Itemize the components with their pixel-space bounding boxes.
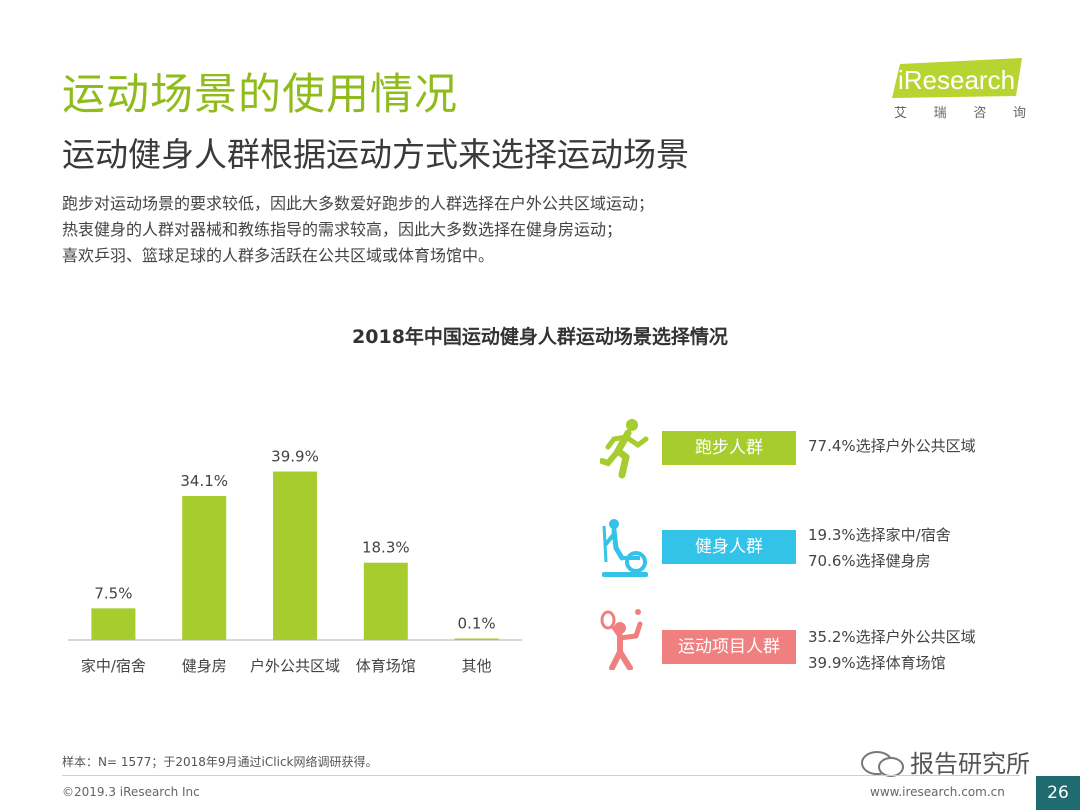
group-sports-line-1: 35.2%选择户外公共区域	[808, 628, 976, 646]
logo-char: 艾	[894, 106, 908, 121]
bar-chart: 7.5% 家中/宿舍 34.1% 健身房 39.9% 户外公共区域 18.3% 体育场馆 0.1…	[68, 448, 522, 675]
group-runners: 跑步人群 77.4%选择户外公共区域	[600, 415, 1040, 495]
data-label: 18.3%	[362, 539, 410, 557]
logo-badge: iResearch	[892, 58, 1022, 98]
description-line-1: 跑步对运动场景的要求较低，因此大多数爱好跑步的人群选择在户外公共区域运动；	[62, 194, 655, 213]
logo-char: 询	[1012, 106, 1026, 121]
logo-char: 咨	[973, 106, 987, 121]
bar	[454, 638, 499, 640]
bar	[91, 608, 136, 640]
description-line-3: 喜欢乒羽、篮球足球的人群多活跃在公共区域或体育场馆中。	[62, 246, 495, 265]
logo-brand-text: iResearch	[898, 65, 1015, 95]
elliptical-trainer-icon	[602, 519, 648, 577]
x-tick-label: 其他	[462, 657, 492, 675]
group-tag-runners: 跑步人群	[662, 431, 796, 465]
wechat-icon	[861, 751, 904, 777]
watermark-text: 报告研究所	[910, 750, 1030, 778]
copyright: ©2019.3 iResearch Inc	[62, 785, 200, 799]
group-fitness: 健身人群 19.3%选择家中/宿舍 70.6%选择健身房	[600, 514, 1040, 594]
chart-title: 2018年中国运动健身人群运动场景选择情况	[352, 326, 728, 348]
sample-note: 样本：N= 1577；于2018年9月通过iClick网络调研获得。	[62, 755, 378, 769]
group-fitness-line-2: 70.6%选择健身房	[808, 552, 931, 570]
x-tick-label: 家中/宿舍	[81, 657, 146, 675]
website-url: www.iresearch.com.cn	[870, 785, 1005, 799]
data-label: 7.5%	[94, 584, 132, 602]
group-sports-line-2: 39.9%选择体育场馆	[808, 654, 946, 672]
page-subtitle: 运动健身人群根据运动方式来选择运动场景	[62, 135, 689, 174]
iresearch-logo: iResearch 艾 瑞 咨 询	[892, 56, 1042, 126]
group-tag-fitness: 健身人群	[662, 530, 796, 564]
description-line-2: 热衷健身的人群对器械和教练指导的需求较高，因此大多数选择在健身房运动；	[62, 220, 623, 239]
page-number: 26	[1036, 776, 1080, 810]
page-title: 运动场景的使用情况	[62, 70, 458, 120]
group-sports: 运动项目人群 35.2%选择户外公共区域 39.9%选择体育场馆	[600, 608, 1040, 688]
bar	[363, 562, 408, 640]
group-fitness-line-1: 19.3%选择家中/宿舍	[808, 526, 951, 544]
logo-char: 瑞	[933, 106, 947, 121]
footer-divider	[62, 775, 1020, 776]
data-label: 34.1%	[180, 472, 228, 490]
group-runners-line-1: 77.4%选择户外公共区域	[808, 437, 976, 455]
data-label: 39.9%	[271, 448, 319, 466]
runner-icon	[600, 419, 649, 479]
bar	[182, 496, 227, 640]
x-tick-label: 户外公共区域	[250, 657, 340, 675]
group-tag-sports: 运动项目人群	[662, 630, 796, 664]
tennis-player-icon	[600, 609, 643, 670]
x-tick-label: 健身房	[182, 657, 227, 675]
bar	[273, 471, 317, 640]
data-label: 0.1%	[458, 615, 496, 633]
logo-chinese-name: 艾 瑞 咨 询	[894, 102, 1026, 121]
x-tick-label: 体育场馆	[356, 657, 416, 675]
